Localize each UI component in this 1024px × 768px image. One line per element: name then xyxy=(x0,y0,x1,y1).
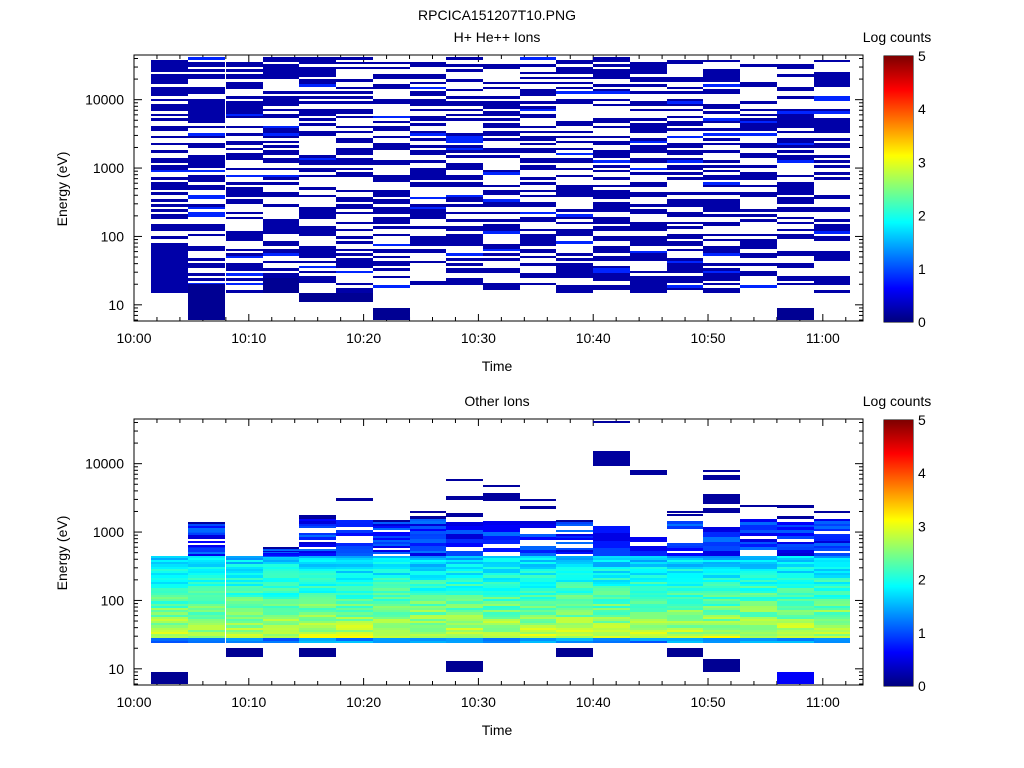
colorbar-gradient xyxy=(884,56,913,322)
colorbar-label: Log counts xyxy=(863,393,932,409)
x-tick-label: 10:00 xyxy=(116,694,151,710)
x-tick-label: 10:20 xyxy=(346,694,381,710)
colorbar-label: Log counts xyxy=(863,29,932,45)
y-tick-label: 1000 xyxy=(93,524,124,540)
x-tick-label: 10:20 xyxy=(346,330,381,346)
y-tick-label: 1000 xyxy=(93,160,124,176)
colorbar-tick-label: 1 xyxy=(918,261,926,277)
x-tick-label: 10:40 xyxy=(576,330,611,346)
y-tick-label: 100 xyxy=(101,228,125,244)
x-tick-label: 10:40 xyxy=(576,694,611,710)
colorbar-tick-label: 1 xyxy=(918,625,926,641)
x-tick-label: 10:00 xyxy=(116,330,151,346)
x-tick-label: 11:00 xyxy=(806,694,840,710)
y-tick-label: 10 xyxy=(108,661,124,677)
colorbar-tick-label: 3 xyxy=(918,518,926,534)
spectrogram-h-he-ions xyxy=(134,55,863,321)
colorbar-tick-label: 2 xyxy=(918,572,926,588)
colorbar-tick-label: 0 xyxy=(918,314,926,330)
y-tick-label: 10 xyxy=(108,297,124,313)
x-tick-label: 10:10 xyxy=(231,694,266,710)
figure-title: RPCICA151207T10.PNG xyxy=(418,7,576,23)
y-axis-label: Energy (eV) xyxy=(54,516,70,591)
panel-title: Other Ions xyxy=(464,393,529,409)
y-tick-label: 10000 xyxy=(85,92,124,108)
y-tick-label: 10000 xyxy=(85,456,124,472)
x-tick-label: 10:10 xyxy=(231,330,266,346)
colorbar-tick-label: 4 xyxy=(918,465,926,481)
colorbar-tick-label: 0 xyxy=(918,678,926,694)
x-tick-label: 10:50 xyxy=(690,694,725,710)
y-tick-label: 100 xyxy=(101,592,125,608)
x-tick-label: 10:30 xyxy=(461,694,496,710)
x-tick-label: 10:30 xyxy=(461,330,496,346)
x-axis-label: Time xyxy=(482,722,513,738)
panel-title: H+ He++ Ions xyxy=(454,29,541,45)
colorbar-tick-label: 3 xyxy=(918,154,926,170)
colorbar-tick-label: 5 xyxy=(918,48,926,64)
colorbar-tick-label: 5 xyxy=(918,412,926,428)
x-tick-label: 10:50 xyxy=(690,330,725,346)
colorbar-tick-label: 4 xyxy=(918,101,926,117)
spectrogram-other-ions xyxy=(134,419,863,685)
colorbar-tick-label: 2 xyxy=(918,208,926,224)
x-tick-label: 11:00 xyxy=(806,330,840,346)
x-axis-label: Time xyxy=(482,358,513,374)
y-axis-label: Energy (eV) xyxy=(54,152,70,227)
colorbar-gradient xyxy=(884,420,913,686)
